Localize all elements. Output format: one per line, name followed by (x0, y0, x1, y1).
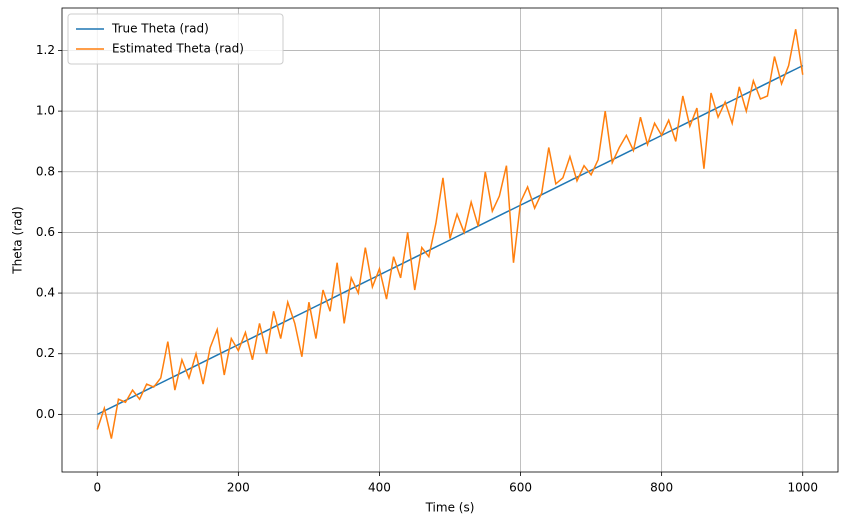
y-tick-label: 1.0 (36, 104, 55, 118)
y-tick-label: 0.6 (36, 225, 55, 239)
y-tick-label: 0.0 (36, 407, 55, 421)
x-tick-label: 400 (368, 481, 391, 495)
y-tick-label: 1.2 (36, 43, 55, 57)
series-line (96, 29, 804, 439)
x-tick-label: 200 (227, 481, 250, 495)
y-tick-label: 0.4 (36, 286, 55, 300)
x-tick-label: 600 (509, 481, 532, 495)
legend-label: True Theta (rad) (111, 22, 209, 36)
series-line (96, 64, 804, 416)
x-tick-label: 1000 (787, 481, 818, 495)
x-tick-label: 0 (93, 481, 101, 495)
x-tick-label: 800 (650, 481, 673, 495)
y-tick-label: 0.2 (36, 346, 55, 360)
legend-label: Estimated Theta (rad) (112, 42, 244, 56)
x-axis-label: Time (s) (425, 501, 475, 515)
legend-box (67, 13, 284, 65)
y-tick-label: 0.8 (36, 164, 55, 178)
y-axis-label: Theta (rad) (11, 206, 25, 274)
plot-frame (61, 7, 839, 473)
legend: True Theta (rad) Estimated Theta (rad) (67, 13, 284, 65)
